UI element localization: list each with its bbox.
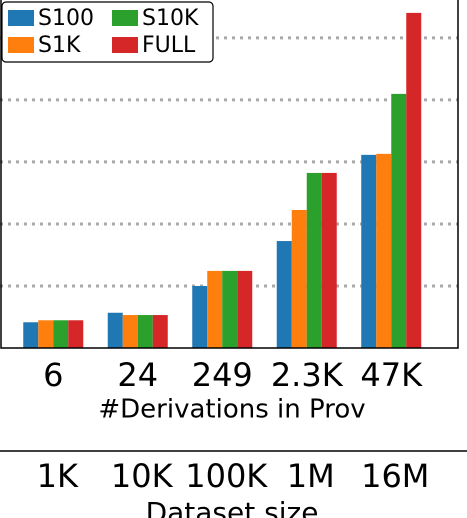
x-tick-label: 47K [360,356,423,394]
bar [222,270,238,348]
legend-swatch [8,37,34,53]
bar [376,153,392,348]
bar [68,320,84,348]
bar [306,172,322,348]
x-tick-label: 2.3K [271,356,344,394]
legend-label: S10K [142,6,199,31]
bar [122,315,138,348]
bar [391,93,407,348]
bar [152,315,168,348]
secondary-x-tick-label: 16M [361,457,429,495]
plot-frame [0,0,459,349]
legend-label: S1K [38,33,81,58]
bar [361,154,377,348]
legend-label: FULL [142,33,196,58]
legend-swatch [8,10,34,26]
secondary-x-tick-label: 1K [37,457,79,495]
secondary-x-axis-label: Dataset size [146,496,319,518]
legend-box [1,1,214,63]
bar [406,12,422,349]
bar [53,320,69,348]
secondary-x-tick-label: 1M [287,457,335,495]
legend-swatch [112,37,138,53]
x-tick-label: 24 [117,356,158,394]
bar [237,270,253,348]
x-axis-label: #Derivations in Prov [98,395,365,425]
bar [107,312,123,348]
bar [276,241,292,348]
bar [291,209,307,348]
x-tick-label: 6 [43,356,63,394]
bar [23,322,39,348]
bar [192,285,208,348]
bar [207,270,223,348]
secondary-x-tick-label: 10K [111,457,174,495]
bar [321,172,337,348]
x-tick-label: 249 [192,356,253,394]
bar [137,315,153,348]
bar [38,320,54,348]
legend-swatch [112,10,138,26]
legend-label: S100 [38,6,94,31]
secondary-x-tick-label: 100K [185,457,268,495]
